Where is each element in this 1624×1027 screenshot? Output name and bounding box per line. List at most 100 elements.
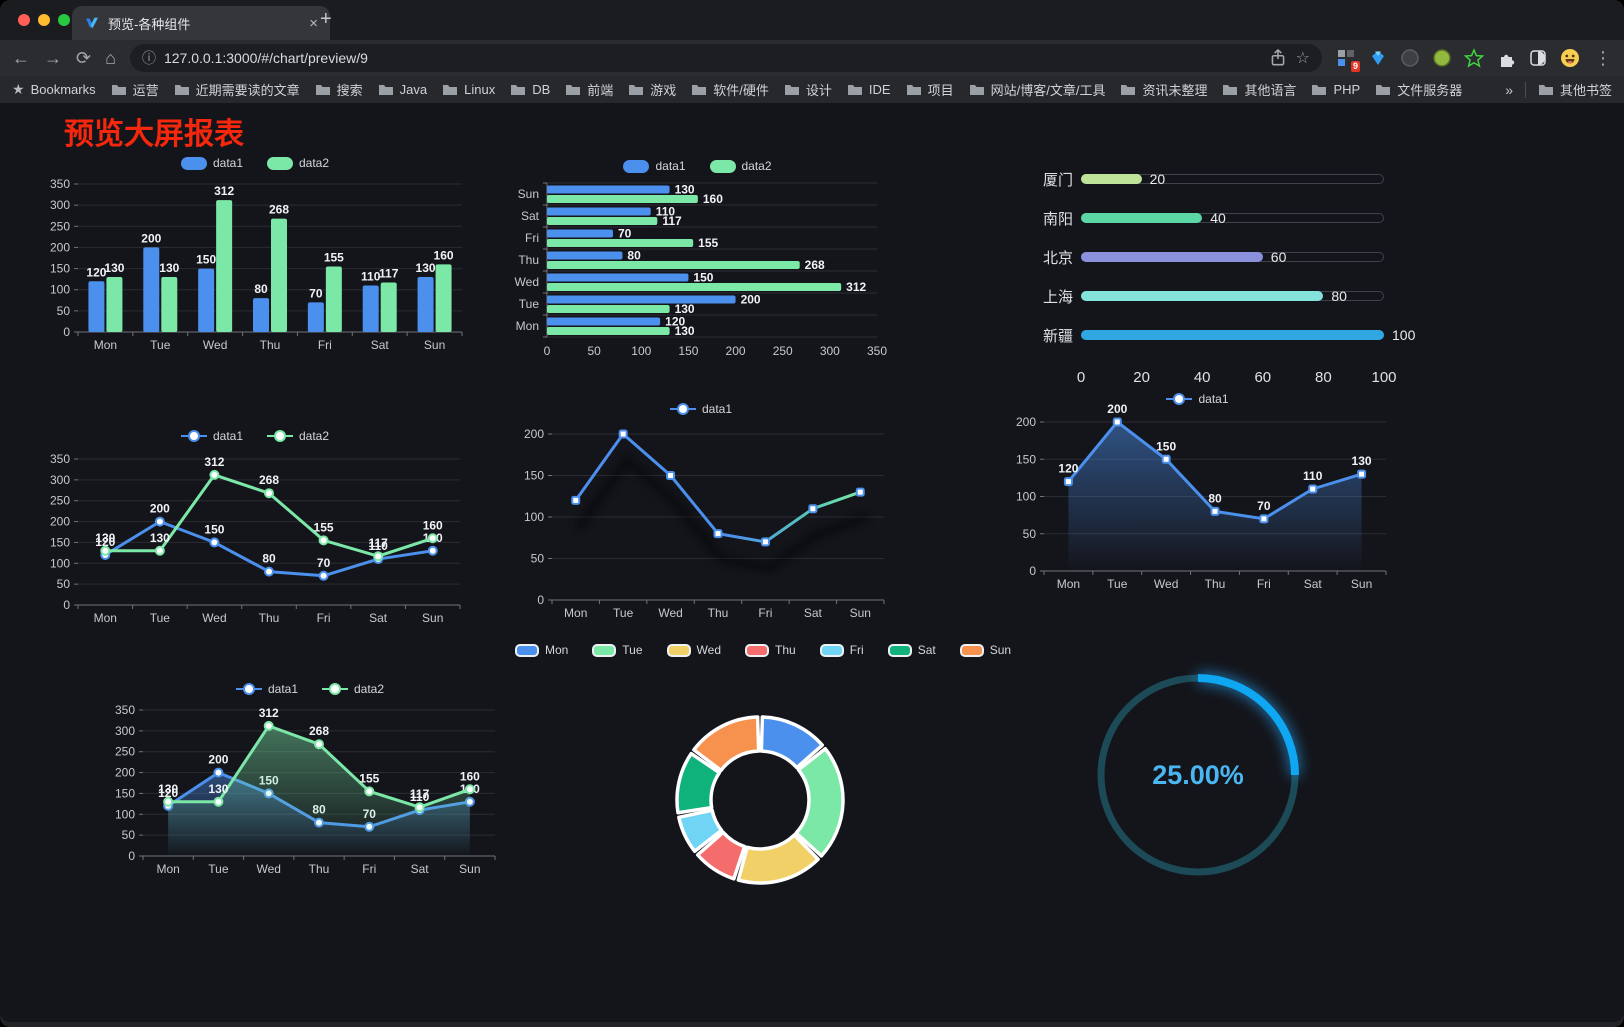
bookmark-folder-item[interactable]: Java [378,82,427,97]
bookmarks-root[interactable]: ★ Bookmarks [12,81,96,98]
legend-item[interactable]: Sat [887,643,936,657]
adblock-extension-icon[interactable]: 9 [1336,48,1360,72]
svg-text:Mon: Mon [564,606,587,620]
legend-swatch [959,643,984,657]
svg-text:100: 100 [115,807,135,821]
reload-icon[interactable]: ⟳ [76,48,92,68]
progress-label: 上海 [1042,288,1073,306]
svg-text:Sun: Sun [422,611,443,625]
url-text: 127.0.0.1:3000/#/chart/preview/9 [163,50,368,66]
svg-text:110: 110 [1303,469,1323,483]
legend-item[interactable]: data1 [623,159,686,173]
folder-icon [906,85,921,95]
bookmarks-overflow-icon[interactable]: » [1505,81,1513,98]
home-icon[interactable]: ⌂ [105,48,116,68]
legend-item[interactable]: data1 [669,402,732,416]
folder-icon [378,85,393,95]
bookmark-folder-item[interactable]: 运营 [111,80,159,99]
svg-text:50: 50 [531,552,545,566]
bookmark-folder-item[interactable]: 软件/硬件 [691,80,769,99]
bookmark-folder-item[interactable]: IDE [847,82,891,97]
legend-swatch [180,156,207,170]
gem-extension-icon[interactable] [1368,48,1388,68]
bookmark-folder-item[interactable]: PHP [1311,82,1360,97]
bookmark-folder-item[interactable]: 前端 [565,80,613,99]
legend-item[interactable]: data2 [709,159,772,173]
puzzle-extensions-icon[interactable] [1496,48,1516,68]
folder-icon [1121,85,1136,95]
legend-item[interactable]: Mon [514,643,568,657]
svg-text:0: 0 [537,593,544,607]
bookmark-folder-item[interactable]: 项目 [906,80,954,99]
progress-label: 北京 [1042,249,1073,267]
bookmark-label: 项目 [927,83,954,98]
folder-icon [692,85,707,95]
svg-text:300: 300 [115,724,135,738]
legend-item[interactable]: data1 [235,682,298,696]
forward-icon[interactable]: → [44,48,62,68]
new-tab-button[interactable]: + [320,8,332,30]
close-window-button[interactable] [18,14,30,26]
legend-item[interactable]: data2 [267,156,329,170]
minimize-window-button[interactable] [38,14,50,26]
zoom-window-button[interactable] [58,14,70,26]
bookmark-folder-item[interactable]: 游戏 [628,80,676,99]
axis-tick-label: 80 [1315,369,1332,386]
bookmark-folder-item[interactable]: 搜索 [315,80,363,99]
legend-item[interactable]: Thu [745,643,796,657]
bookmark-label: 游戏 [650,83,677,98]
tab-close-icon[interactable]: × [309,14,318,32]
legend-item[interactable]: data1 [1166,392,1229,406]
legend-item[interactable]: data1 [180,429,243,443]
legend-label: Sat [917,643,936,657]
legend-item[interactable]: data2 [322,682,384,696]
bookmark-folder-item[interactable]: 网站/博客/文章/工具 [969,80,1105,99]
legend-item[interactable]: Sun [959,643,1011,657]
green-star-extension-icon[interactable] [1463,48,1485,68]
bookmark-folder-item[interactable]: DB [510,82,550,97]
legend-item[interactable]: Wed [666,643,721,657]
svg-text:312: 312 [846,280,866,294]
legend-item[interactable]: Fri [819,643,864,657]
progress-value: 100 [1392,327,1416,343]
donut-legend: Mon Tue Wed Thu Fri Sat Sun [514,639,1011,663]
svg-text:Mon: Mon [516,319,539,333]
legend-item[interactable]: Tue [592,643,643,657]
svg-text:130: 130 [1352,454,1372,468]
folder-icon [1376,85,1391,95]
site-info-icon[interactable]: ⓘ [141,50,156,66]
menu-dots-icon[interactable]: ⋮ [1594,48,1612,68]
progress-fill [1081,330,1384,340]
svg-text:Sun: Sun [459,862,480,876]
legend-item[interactable]: data1 [180,156,243,170]
green-dot-extension-icon[interactable] [1432,48,1452,68]
legend-item[interactable]: data2 [267,429,329,443]
svg-text:150: 150 [196,253,216,267]
svg-text:Wed: Wed [202,611,226,625]
bookmark-folder-item[interactable]: 资讯未整理 [1120,80,1207,99]
bookmark-folder-item[interactable]: 近期需要读的文章 [174,80,300,99]
page-title: 预览大屏报表 [64,118,244,151]
bookmark-folder-item[interactable]: Linux [442,82,495,97]
svg-text:Tue: Tue [208,862,229,876]
bookmark-folder-item[interactable]: 文件服务器 [1375,80,1462,99]
svg-text:160: 160 [460,769,480,783]
bookmark-star-icon[interactable]: ☆ [1295,50,1310,67]
svg-text:Fri: Fri [317,611,331,625]
address-bar[interactable]: ⓘ 127.0.0.1:3000/#/chart/preview/9 ☆ [129,44,1322,72]
bookmark-folder-item[interactable]: 设计 [784,80,832,99]
svg-text:80: 80 [262,552,276,566]
share-icon[interactable] [1268,48,1288,68]
svg-text:200: 200 [50,515,70,529]
other-bookmarks[interactable]: 其他书签 [1538,80,1612,99]
back-icon[interactable]: ← [12,48,30,68]
legend-label: Fri [849,643,864,657]
emoji-avatar-icon[interactable] [1560,48,1580,68]
legend-label: Thu [775,643,796,657]
browser-tab[interactable]: 预览-各种组件 × [72,6,330,40]
dark-disc-extension-icon[interactable] [1400,48,1420,68]
svg-text:117: 117 [662,214,682,228]
contrast-extension-icon[interactable] [1528,48,1548,68]
bookmark-folder-item[interactable]: 其他语言 [1222,80,1296,99]
svg-text:130: 130 [159,261,179,275]
